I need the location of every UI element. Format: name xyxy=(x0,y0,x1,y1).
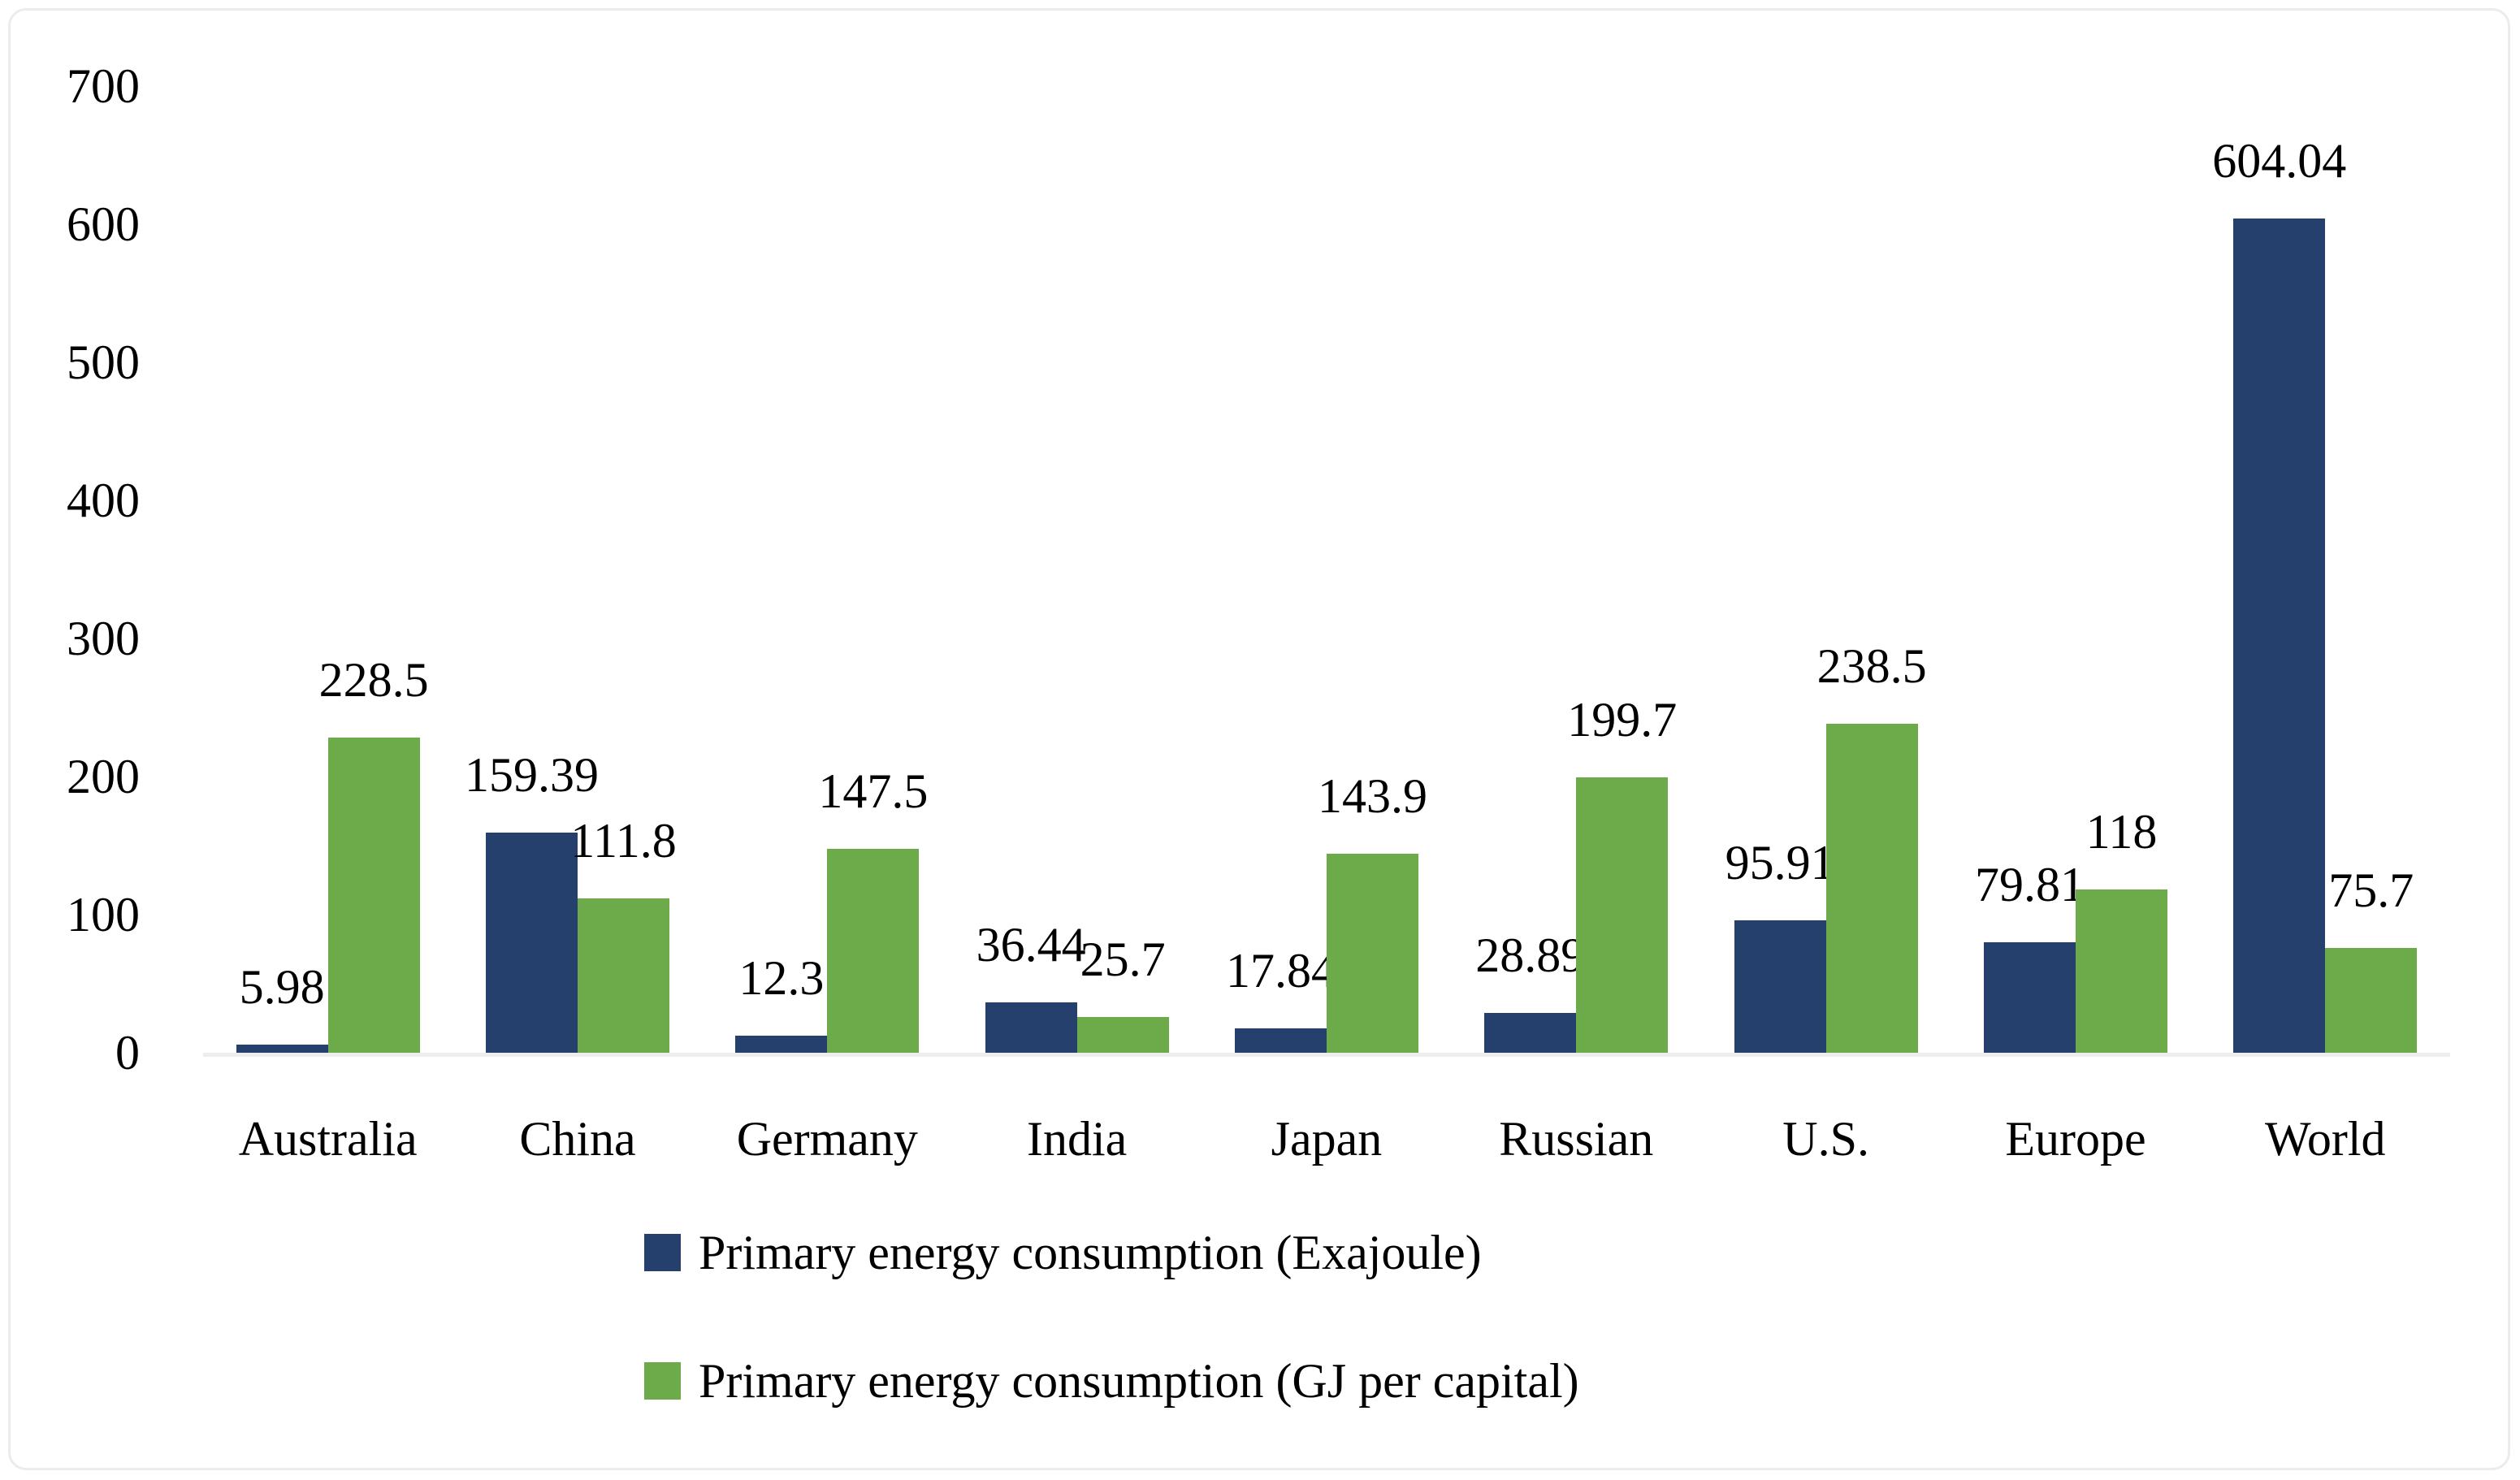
bar: 28.89 xyxy=(1475,928,1585,1053)
y-tick-label: 400 xyxy=(67,474,140,527)
bar-value-label: 12.3 xyxy=(738,951,825,1006)
bar: 25.7 xyxy=(1076,933,1169,1053)
legend-label: Primary energy consumption (Exajoule) xyxy=(699,1226,1482,1279)
bar: 95.91 xyxy=(1725,836,1835,1053)
bar-group: 12.3 147.5 xyxy=(703,764,952,1053)
category-label: India xyxy=(1027,1112,1128,1166)
bar-value-label: 228.5 xyxy=(318,652,429,707)
bar: 75.7 xyxy=(2325,863,2418,1053)
bar-value-label: 17.84 xyxy=(1225,943,1336,997)
bar-value-label: 143.9 xyxy=(1317,769,1427,824)
bar-value-label: 238.5 xyxy=(1816,638,1927,693)
bar: 5.98 xyxy=(236,960,328,1053)
bar-value-label: 25.7 xyxy=(1080,933,1166,987)
category-labels: Australia China Germany India Japan Russian U.… xyxy=(203,1109,2450,1169)
legend-swatch xyxy=(644,1362,681,1400)
category-label: U.S. xyxy=(1782,1112,1869,1166)
bar-group: 604.04 75.7 xyxy=(2201,134,2450,1053)
bar-value-label: 36.44 xyxy=(976,918,1086,972)
plot-area: 5.98 228.5 159.39 111.8 12.3 147.5 36.44 25.7 17… xyxy=(203,86,2450,1053)
legend-swatch xyxy=(644,1234,681,1271)
bar: 159.39 xyxy=(465,748,599,1053)
category-label: Japan xyxy=(1271,1112,1383,1166)
category-label: Australia xyxy=(238,1112,418,1166)
legend-label: Primary energy consumption (GJ per capit… xyxy=(699,1354,1579,1408)
y-axis-ticks: 0 100 200 300 400 500 600 700 xyxy=(0,0,140,1480)
legend-item: Primary energy consumption (Exajoule) xyxy=(644,1223,1579,1283)
y-tick-label: 300 xyxy=(67,612,140,665)
category-label: China xyxy=(519,1112,636,1166)
y-tick-label: 500 xyxy=(67,335,140,389)
bar-value-label: 199.7 xyxy=(1567,692,1678,746)
legend: Primary energy consumption (Exajoule) Pri… xyxy=(644,1223,1579,1479)
bar-value-label: 147.5 xyxy=(818,764,929,819)
bar: 147.5 xyxy=(818,764,928,1053)
y-tick-label: 100 xyxy=(67,888,140,941)
y-tick-label: 0 xyxy=(115,1026,140,1080)
bar-value-label: 118 xyxy=(2085,805,2158,859)
bar-value-label: 79.81 xyxy=(1974,858,2085,912)
y-tick-label: 200 xyxy=(67,750,140,803)
legend-item: Primary energy consumption (GJ per capit… xyxy=(644,1351,1579,1411)
bar-group: 95.91 238.5 xyxy=(1701,639,1951,1053)
bar-group: 159.39 111.8 xyxy=(452,748,702,1053)
bar: 238.5 xyxy=(1817,639,1927,1053)
category-label: Russian xyxy=(1499,1112,1654,1166)
bar: 17.84 xyxy=(1226,944,1336,1053)
bar-group: 79.81 118 xyxy=(1951,805,2200,1053)
bar-groups: 5.98 228.5 159.39 111.8 12.3 147.5 36.44 25.7 17… xyxy=(203,86,2450,1053)
category-label: Europe xyxy=(2005,1112,2146,1166)
bar: 79.81 xyxy=(1975,858,2085,1053)
bar-group: 36.44 25.7 xyxy=(952,918,1202,1053)
bar-value-label: 75.7 xyxy=(2328,863,2414,918)
bar-value-label: 28.89 xyxy=(1475,928,1586,982)
bar-value-label: 159.39 xyxy=(464,748,599,803)
bar: 12.3 xyxy=(735,951,828,1053)
bar-value-label: 111.8 xyxy=(570,813,677,868)
bar: 111.8 xyxy=(570,814,677,1053)
bar: 199.7 xyxy=(1567,693,1677,1053)
bar-value-label: 95.91 xyxy=(1725,835,1835,889)
bar: 36.44 xyxy=(976,918,1086,1053)
category-label: Germany xyxy=(736,1112,918,1166)
category-label: World xyxy=(2265,1112,2386,1166)
bar-value-label: 5.98 xyxy=(239,959,325,1014)
bar-value-label: 604.04 xyxy=(2212,134,2347,188)
y-tick-label: 600 xyxy=(67,197,140,251)
y-tick-label: 700 xyxy=(67,59,140,113)
bar: 118 xyxy=(2075,805,2167,1053)
bar: 604.04 xyxy=(2212,134,2346,1053)
x-axis-baseline xyxy=(203,1053,2450,1057)
bar-group: 5.98 228.5 xyxy=(203,653,452,1053)
bar: 228.5 xyxy=(319,653,429,1053)
bar: 143.9 xyxy=(1318,769,1427,1053)
bar-group: 17.84 143.9 xyxy=(1202,769,1451,1053)
bar-group: 28.89 199.7 xyxy=(1452,693,1701,1053)
